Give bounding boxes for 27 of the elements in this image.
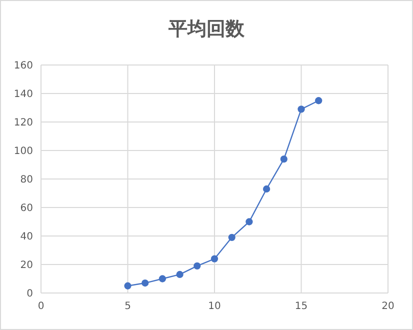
point	[262, 185, 270, 193]
point	[194, 262, 201, 270]
point	[246, 218, 253, 226]
y-tick-label: 40	[20, 232, 33, 242]
y-tick-label: 100	[14, 146, 33, 157]
y-tick-label: 60	[20, 203, 33, 214]
y-tick-label: 160	[14, 60, 33, 72]
y-tick-label: 140	[14, 89, 33, 100]
y-tick-label: 0	[26, 288, 33, 300]
x-tick-label: 5	[124, 301, 131, 312]
point	[176, 270, 184, 278]
x-tick-label: 15	[294, 301, 308, 312]
y-tick-label: 120	[14, 118, 33, 128]
point	[298, 106, 305, 113]
point	[124, 282, 132, 290]
y-tick-label: 80	[20, 174, 33, 186]
y-tick-label: 20	[20, 260, 33, 271]
point	[315, 97, 322, 104]
point	[210, 255, 218, 262]
chart-title: 平均回数	[168, 18, 246, 40]
point	[228, 234, 236, 241]
point	[142, 279, 149, 287]
x-tick-label: 0	[38, 301, 44, 312]
point	[280, 155, 288, 163]
x-tick-label: 20	[382, 301, 394, 312]
x-tick-label: 10	[208, 301, 221, 312]
point	[158, 275, 166, 282]
